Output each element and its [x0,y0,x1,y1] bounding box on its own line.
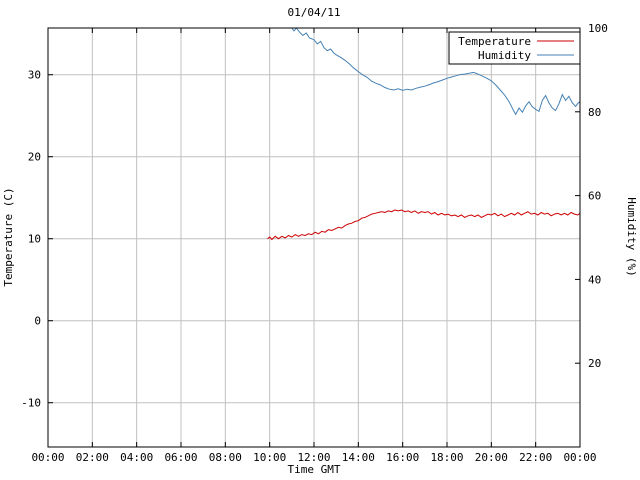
y-left-tick-label: 30 [28,69,41,82]
x-tick-label: 00:00 [563,451,596,464]
x-tick-label: 18:00 [430,451,463,464]
y-left-tick-label: 20 [28,151,41,164]
chart-title: 01/04/11 [288,6,341,19]
legend-box [448,31,581,65]
x-tick-label: 14:00 [342,451,375,464]
y-axis-left-label: Temperature (C) [2,187,15,286]
y-left-tick-label: 10 [28,233,41,246]
x-tick-label: 00:00 [31,451,64,464]
x-axis-label: Time GMT [288,463,341,476]
y-axis-right-label: Humidity (%) [625,197,638,276]
humidity-series [291,27,581,116]
y-right-tick-label: 80 [588,106,601,119]
x-tick-label: 04:00 [120,451,153,464]
legend-label-humidity: Humidity [478,49,531,62]
y-right-tick-label: 20 [588,357,601,370]
y-right-tick-label: 60 [588,190,601,203]
x-tick-label: 12:00 [297,451,330,464]
axis-ticks: 00:00 02:00 04:00 06:00 08:00 10:00 12:00 14:00… [21,22,608,464]
x-tick-label: 16:00 [386,451,419,464]
x-tick-label: 06:00 [164,451,197,464]
y-left-tick-label: -10 [21,397,41,410]
x-tick-label: 02:00 [76,451,109,464]
temperature-series [267,209,581,241]
legend: Temperature Humidity [448,31,581,65]
x-tick-label: 20:00 [475,451,508,464]
x-tick-label: 10:00 [253,451,286,464]
y-left-tick-label: 0 [34,315,41,328]
y-right-tick-label: 40 [588,273,601,286]
grid [47,28,581,447]
legend-label-temperature: Temperature [458,35,531,48]
y-right-tick-label: 100 [588,22,608,35]
series-lines [267,27,581,241]
x-tick-label: 08:00 [209,451,242,464]
x-tick-label: 22:00 [519,451,552,464]
